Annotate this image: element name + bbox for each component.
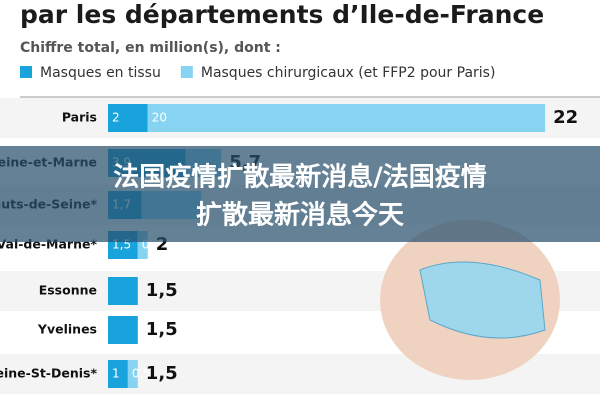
value-label: 2 bbox=[112, 111, 120, 125]
total-label: 22 bbox=[553, 107, 578, 128]
bar-segment bbox=[108, 360, 128, 388]
chart-title: par les départements d’Ile-de-France bbox=[20, 0, 544, 29]
value-label: 1 bbox=[112, 367, 120, 381]
legend-label: Masques en tissu bbox=[40, 65, 161, 81]
banner-band bbox=[0, 146, 600, 242]
total-label: 1,5 bbox=[146, 319, 178, 340]
category-label: Yvelines bbox=[37, 322, 97, 337]
legend-label: Masques chirurgicaux (et FFP2 pour Paris… bbox=[201, 65, 496, 81]
bar-segment bbox=[108, 277, 138, 305]
category-label: Seine-St-Denis* bbox=[0, 366, 97, 381]
total-label: 1,5 bbox=[146, 363, 178, 384]
value-label: 0,5 bbox=[132, 367, 151, 381]
banner-text: 法国疫情扩散最新消息/法国疫情 bbox=[113, 162, 487, 193]
bar-segment bbox=[108, 316, 138, 344]
legend-swatch bbox=[20, 66, 32, 78]
category-label: Paris bbox=[62, 110, 97, 125]
legend-swatch bbox=[180, 66, 193, 78]
bar-segment bbox=[127, 360, 138, 388]
bar-segment bbox=[108, 104, 148, 132]
value-label: 20 bbox=[152, 111, 167, 125]
bar-segment bbox=[137, 231, 148, 259]
chart-subtitle: Chiffre total, en million(s), dont : bbox=[20, 40, 281, 56]
illustration bbox=[380, 220, 560, 380]
category-label: Essonne bbox=[39, 283, 97, 298]
bar-segment bbox=[147, 104, 546, 132]
total-label: 1,5 bbox=[146, 280, 178, 301]
banner-text: 扩散最新消息今天 bbox=[196, 200, 404, 231]
